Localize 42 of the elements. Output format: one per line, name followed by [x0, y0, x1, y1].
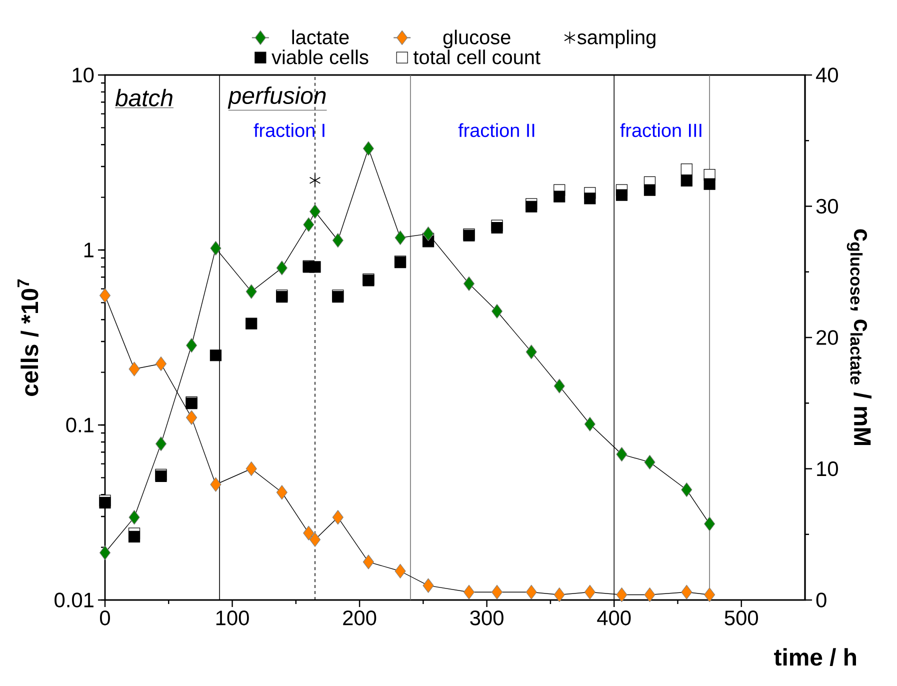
- legend-label: lactate: [292, 30, 349, 44]
- point: [680, 174, 692, 186]
- legend-label: sampling: [577, 30, 656, 48]
- y2-tick-label: 10: [817, 461, 838, 476]
- point: [644, 184, 656, 196]
- annotation: batch: [115, 88, 172, 106]
- y-tick-label: 0.1: [66, 418, 94, 432]
- point: [554, 190, 566, 202]
- y-tick-label: 1: [84, 242, 94, 258]
- point: [309, 261, 321, 273]
- point: [526, 200, 538, 212]
- annotation: fraction II: [458, 123, 534, 138]
- y2-tick-label: 40: [816, 68, 838, 82]
- y-axis-title: cells / *10$^{7}$: [17, 279, 38, 396]
- point: [246, 318, 258, 330]
- y2-tick-label: 30: [816, 198, 838, 214]
- point: [616, 189, 628, 201]
- point: [309, 174, 321, 187]
- point: [680, 164, 692, 176]
- point: [210, 350, 222, 362]
- x-tick-label: 400: [597, 610, 631, 626]
- point: [128, 530, 140, 543]
- x-axis-title: time / h: [774, 648, 856, 666]
- y-tick-label: 10: [72, 68, 94, 82]
- point: [584, 192, 596, 204]
- legend-label: total cell count: [413, 50, 540, 64]
- x-tick-label: 300: [470, 610, 504, 626]
- y2-tick-label: 20: [816, 330, 838, 345]
- x-tick-label: 100: [216, 610, 249, 626]
- legend-label: glucose: [443, 30, 510, 48]
- legend-label: viable cells: [272, 50, 368, 64]
- annotation: perfusion: [228, 86, 326, 109]
- x-tick-label: 0: [100, 610, 110, 626]
- y2-tick-label: 0: [816, 592, 826, 608]
- x-tick-label: 500: [724, 610, 758, 626]
- y2-axis-title: c$_{glucose}$, c$_{lactate}$ / mM: [846, 229, 872, 446]
- point: [491, 222, 503, 234]
- x-tick-label: 200: [343, 610, 376, 626]
- annotation: fraction I: [254, 123, 324, 138]
- y-tick-label: 0.01: [54, 592, 94, 608]
- annotation: fraction III: [620, 123, 702, 138]
- point: [704, 178, 716, 190]
